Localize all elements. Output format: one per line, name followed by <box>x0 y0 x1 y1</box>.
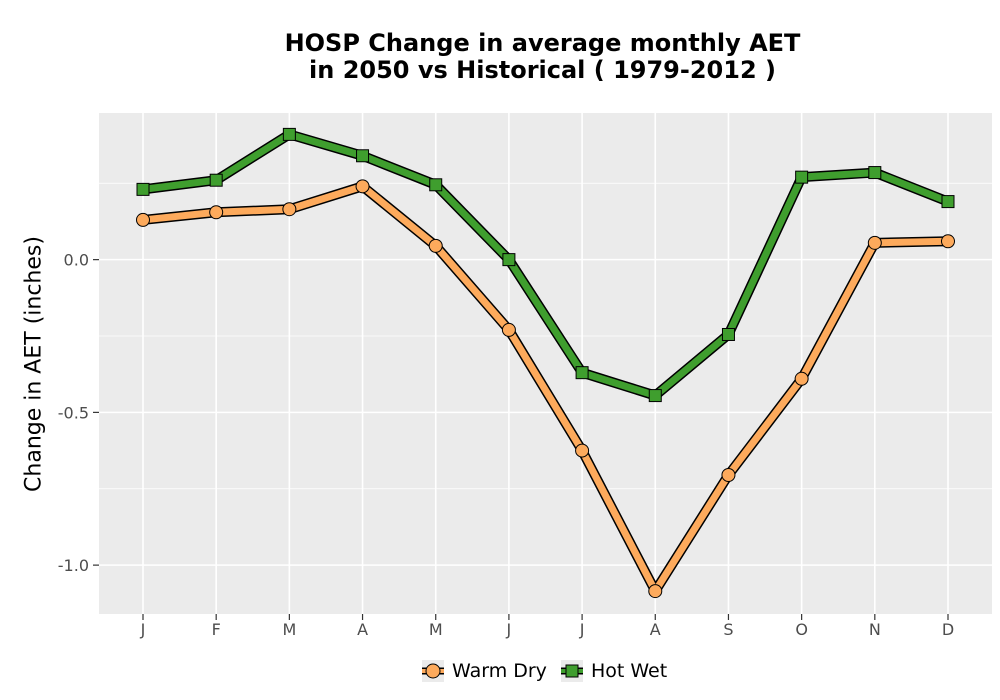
data-point-square <box>502 253 516 267</box>
data-point-square <box>356 149 370 163</box>
data-point-circle <box>721 468 736 483</box>
chart-title-line2: in 2050 vs Historical ( 1979-2012 ) <box>309 56 776 84</box>
y-tick-label: 0.0 <box>64 251 89 270</box>
x-tick-label: A <box>357 620 368 639</box>
data-point-square <box>282 127 296 141</box>
chart-title: HOSP Change in average monthly AET in 20… <box>0 30 1000 84</box>
x-tick-label: S <box>723 620 733 639</box>
x-tick-label: N <box>869 620 881 639</box>
data-point-circle <box>648 584 663 599</box>
x-tick-label: F <box>212 620 221 639</box>
data-point-square <box>721 327 735 341</box>
data-point-square <box>795 170 809 184</box>
legend-item-warm-dry: Warm Dry <box>422 660 547 682</box>
legend: Warm Dry Hot Wet <box>422 660 671 682</box>
chart-title-line1: HOSP Change in average monthly AET <box>284 29 801 57</box>
x-tick-label: J <box>579 620 585 639</box>
legend-label-hot-wet: Hot Wet <box>590 660 668 682</box>
plot-panel <box>99 113 992 614</box>
data-point-circle <box>428 238 443 253</box>
data-point-circle <box>355 179 370 194</box>
x-tick-label: J <box>140 620 146 639</box>
data-point-square <box>209 173 223 187</box>
x-tick-label: A <box>650 620 661 639</box>
x-tick-label: M <box>282 620 296 639</box>
data-point-square <box>575 366 589 380</box>
series-line-0 <box>142 182 949 595</box>
data-point-circle <box>209 205 224 220</box>
legend-item-hot-wet: Hot Wet <box>560 660 668 682</box>
x-tick-label: M <box>429 620 443 639</box>
data-point-square <box>941 195 955 209</box>
data-point-circle <box>941 234 955 249</box>
legend-key-circle-icon <box>422 660 444 682</box>
data-point-square <box>648 389 662 403</box>
x-tick-label: D <box>942 620 954 639</box>
data-point-circle <box>282 202 297 217</box>
data-point-square <box>429 178 443 192</box>
data-point-circle <box>136 212 150 227</box>
x-tick-label: J <box>506 620 512 639</box>
data-point-circle <box>501 322 516 337</box>
data-point-circle <box>794 371 809 386</box>
data-point-square <box>136 182 150 196</box>
y-tick-label: -0.5 <box>58 403 89 422</box>
series-line-1 <box>142 130 950 400</box>
data-point-circle <box>575 443 590 458</box>
legend-key-square-icon <box>560 660 583 682</box>
data-point-square <box>868 166 882 180</box>
x-tick-label: O <box>795 620 808 639</box>
data-point-circle <box>867 235 882 250</box>
legend-label-warm-dry: Warm Dry <box>452 660 547 682</box>
y-tick-label: -1.0 <box>58 556 89 575</box>
